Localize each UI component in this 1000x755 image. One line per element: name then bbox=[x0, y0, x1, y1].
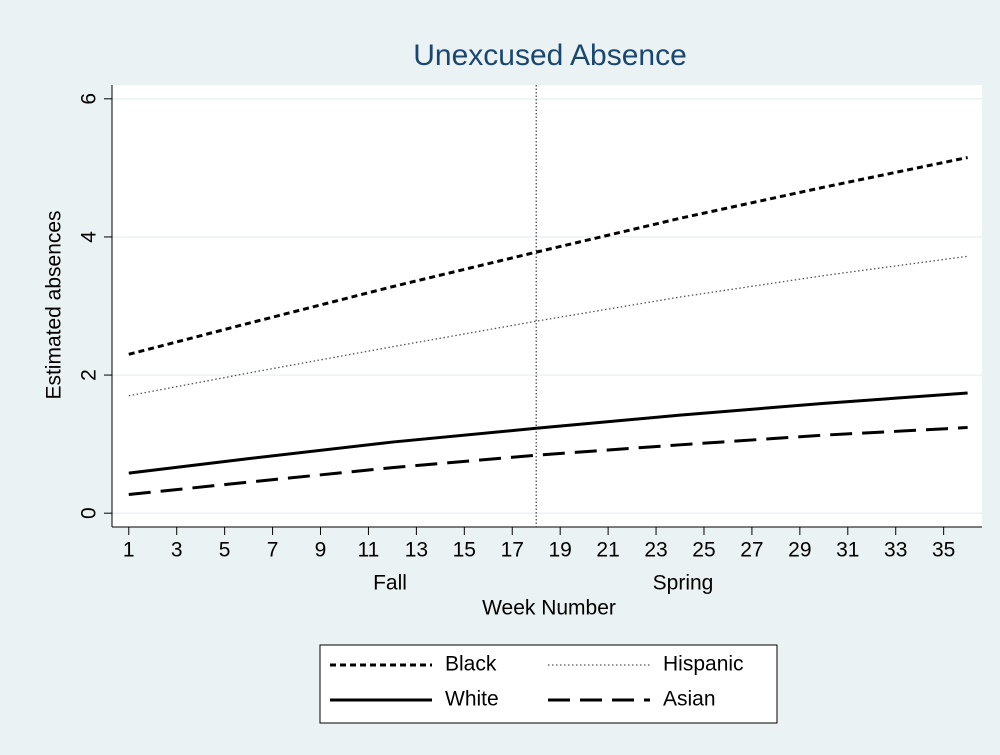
legend-label: Hispanic bbox=[663, 653, 744, 676]
x-tick-label: 27 bbox=[740, 539, 763, 562]
y-axis-title: Estimated absences bbox=[43, 210, 66, 399]
x-tick-label: 7 bbox=[267, 539, 279, 562]
x-tick-label: 25 bbox=[692, 539, 715, 562]
y-tick-label: 4 bbox=[78, 231, 101, 243]
x-tick-label: 1 bbox=[123, 539, 135, 562]
x-tick-label: 13 bbox=[405, 539, 428, 562]
season-label: Fall bbox=[373, 572, 407, 595]
legend-label: Black bbox=[445, 653, 497, 676]
x-tick-label: 23 bbox=[644, 539, 667, 562]
series-line bbox=[128, 156, 968, 356]
y-tick-label: 0 bbox=[78, 507, 101, 519]
x-tick-label: 21 bbox=[596, 539, 619, 562]
x-tick-label: 29 bbox=[788, 539, 811, 562]
x-tick-label: 5 bbox=[219, 539, 231, 562]
x-tick-label: 17 bbox=[501, 539, 524, 562]
legend-box bbox=[319, 644, 778, 724]
x-tick-label: 31 bbox=[836, 539, 859, 562]
y-tick-label: 2 bbox=[78, 369, 101, 381]
series-line bbox=[128, 255, 968, 397]
y-tick-label: 6 bbox=[78, 93, 101, 105]
x-tick-label: 15 bbox=[453, 539, 476, 562]
x-tick-label: 35 bbox=[932, 539, 955, 562]
series-line bbox=[128, 391, 968, 475]
chart-title: Unexcused Absence bbox=[413, 39, 687, 72]
legend-label: White bbox=[445, 688, 499, 711]
x-tick-label: 3 bbox=[171, 539, 183, 562]
legend-label: Asian bbox=[663, 688, 716, 711]
x-tick-label: 19 bbox=[549, 539, 572, 562]
season-label: Spring bbox=[653, 572, 714, 595]
x-axis-title: Week Number bbox=[482, 597, 616, 620]
x-tick-label: 33 bbox=[884, 539, 907, 562]
x-tick-label: 11 bbox=[358, 539, 380, 562]
x-tick-label: 9 bbox=[315, 539, 327, 562]
